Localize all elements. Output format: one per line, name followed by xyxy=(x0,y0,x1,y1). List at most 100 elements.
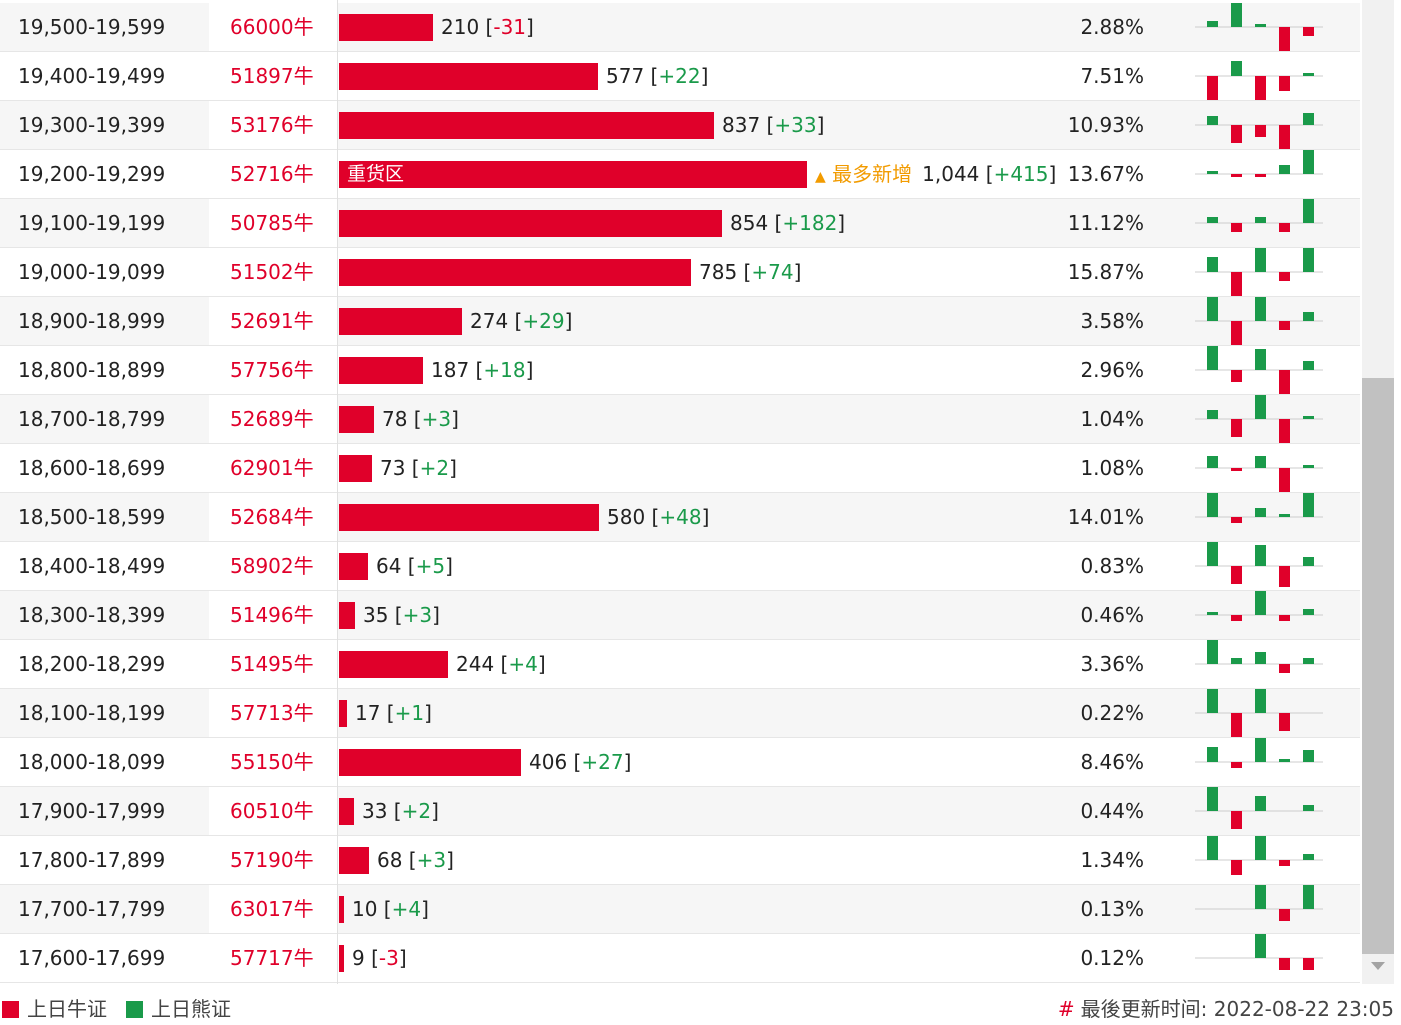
sparkline-bar xyxy=(1255,652,1266,664)
trend-sparkline xyxy=(1195,346,1323,394)
table-row[interactable]: 18,900-18,999 52691牛 274 [+29] 3.58% xyxy=(0,297,1360,346)
warrant-code-link[interactable]: 57717牛 xyxy=(230,946,314,970)
sparkline-bar xyxy=(1279,272,1290,281)
vertical-scrollbar[interactable] xyxy=(1362,0,1394,984)
table-row[interactable]: 17,700-17,799 63017牛 10 [+4] 0.13% xyxy=(0,885,1360,934)
sparkline-bar xyxy=(1255,836,1266,860)
table-row[interactable]: 19,400-19,499 51897牛 577 [+22] 7.51% xyxy=(0,52,1360,101)
volume-bar xyxy=(339,749,521,776)
volume-bar xyxy=(339,896,344,923)
volume-bar xyxy=(339,210,722,237)
warrant-code-link[interactable]: 52689牛 xyxy=(230,407,314,431)
sparkline-bar xyxy=(1279,909,1290,921)
table-row[interactable]: 17,800-17,899 57190牛 68 [+3] 1.34% xyxy=(0,836,1360,885)
heavy-zone-label: 重货区 xyxy=(347,163,405,185)
table-row[interactable]: 18,600-18,699 62901牛 73 [+2] 1.08% xyxy=(0,444,1360,493)
volume-value: 73 [+2] xyxy=(380,456,457,480)
table-row[interactable]: 18,100-18,199 57713牛 17 [+1] 0.22% xyxy=(0,689,1360,738)
table-row[interactable]: 19,200-19,299 52716牛 重货区 ▲ 最多新增 1,044 [+415]… xyxy=(0,150,1360,199)
sparkline-bar xyxy=(1231,272,1242,296)
volume-value: 406 [+27] xyxy=(529,750,632,774)
sparkline-bar xyxy=(1207,787,1218,811)
table-row[interactable]: 18,200-18,299 51495牛 244 [+4] 3.36% xyxy=(0,640,1360,689)
volume-value: 78 [+3] xyxy=(382,407,459,431)
warrant-code-link[interactable]: 57713牛 xyxy=(230,701,314,725)
warrant-code-link[interactable]: 52684牛 xyxy=(230,505,314,529)
sparkline-bar xyxy=(1303,416,1314,419)
volume-bar xyxy=(339,259,691,286)
warrant-code-link[interactable]: 52691牛 xyxy=(230,309,314,333)
volume-value: 274 [+29] xyxy=(470,309,573,333)
sparkline-bar xyxy=(1231,566,1242,584)
price-range: 18,000-18,099 xyxy=(18,750,166,774)
volume-count: 274 xyxy=(470,309,509,333)
bear-swatch-icon xyxy=(126,1001,143,1018)
code-cell xyxy=(209,885,337,933)
volume-value: 17 [+1] xyxy=(355,701,432,725)
table-row[interactable]: 18,700-18,799 52689牛 78 [+3] 1.04% xyxy=(0,395,1360,444)
table-row[interactable]: 18,000-18,099 55150牛 406 [+27] 8.46% xyxy=(0,738,1360,787)
volume-count: 785 xyxy=(699,260,738,284)
warrant-code-link[interactable]: 60510牛 xyxy=(230,799,314,823)
price-range: 18,300-18,399 xyxy=(18,603,166,627)
volume-change: +22 xyxy=(658,64,701,88)
code-cell xyxy=(209,150,337,198)
volume-bar xyxy=(339,406,374,433)
volume-change: +4 xyxy=(508,652,538,676)
volume-change: +5 xyxy=(415,554,446,578)
percentage: 3.36% xyxy=(1080,652,1144,676)
volume-bar xyxy=(339,651,448,678)
volume-bar xyxy=(339,504,599,531)
code-cell xyxy=(209,836,337,884)
warrant-code-link[interactable]: 51502牛 xyxy=(230,260,314,284)
price-range: 17,800-17,899 xyxy=(18,848,166,872)
sparkline-bar xyxy=(1207,346,1218,370)
warrant-code-link[interactable]: 66000牛 xyxy=(230,15,314,39)
scroll-down-arrow-icon[interactable] xyxy=(1371,962,1385,970)
scrollbar-thumb[interactable] xyxy=(1362,378,1394,954)
table-row[interactable]: 17,900-17,999 60510牛 33 [+2] 0.44% xyxy=(0,787,1360,836)
sparkline-bar xyxy=(1303,958,1314,970)
code-cell xyxy=(209,689,337,737)
volume-count: 837 xyxy=(722,113,761,137)
sparkline-bar xyxy=(1231,517,1242,523)
code-cell xyxy=(209,395,337,443)
table-row[interactable]: 19,000-19,099 51502牛 785 [+74] 15.87% xyxy=(0,248,1360,297)
sparkline-bar xyxy=(1255,349,1266,370)
volume-change: +3 xyxy=(416,848,447,872)
percentage: 7.51% xyxy=(1080,64,1144,88)
percentage: 11.12% xyxy=(1067,211,1144,235)
warrant-code-link[interactable]: 52716牛 xyxy=(230,162,314,186)
sparkline-bar xyxy=(1231,658,1242,664)
warrant-code-link[interactable]: 58902牛 xyxy=(230,554,314,578)
legend-bull-label: 上日牛证 xyxy=(27,997,107,1021)
volume-value: 580 [+48] xyxy=(607,505,710,529)
warrant-code-link[interactable]: 62901牛 xyxy=(230,456,314,480)
table-row[interactable]: 19,100-19,199 50785牛 854 [+182] 11.12% xyxy=(0,199,1360,248)
sparkline-bar xyxy=(1279,566,1290,587)
table-row[interactable]: 19,300-19,399 53176牛 837 [+33] 10.93% xyxy=(0,101,1360,150)
table-row[interactable]: 18,400-18,499 58902牛 64 [+5] 0.83% xyxy=(0,542,1360,591)
table-row[interactable]: 18,800-18,899 57756牛 187 [+18] 2.96% xyxy=(0,346,1360,395)
warrant-code-link[interactable]: 63017牛 xyxy=(230,897,314,921)
sparkline-bar xyxy=(1303,248,1314,272)
warrant-code-link[interactable]: 51897牛 xyxy=(230,64,314,88)
sparkline-bar xyxy=(1231,61,1242,76)
sparkline-bar xyxy=(1303,199,1314,223)
sparkline-bar xyxy=(1231,3,1242,27)
price-range: 18,100-18,199 xyxy=(18,701,166,725)
warrant-code-link[interactable]: 53176牛 xyxy=(230,113,314,137)
warrant-code-link[interactable]: 55150牛 xyxy=(230,750,314,774)
table-row[interactable]: 18,300-18,399 51496牛 35 [+3] 0.46% xyxy=(0,591,1360,640)
table-row[interactable]: 18,500-18,599 52684牛 580 [+48] 14.01% xyxy=(0,493,1360,542)
warrant-code-link[interactable]: 50785牛 xyxy=(230,211,314,235)
table-row[interactable]: 17,600-17,699 57717牛 9 [-3] 0.12% xyxy=(0,934,1360,983)
trend-sparkline xyxy=(1195,836,1323,875)
warrant-code-link[interactable]: 51495牛 xyxy=(230,652,314,676)
trend-sparkline xyxy=(1195,542,1323,587)
warrant-code-link[interactable]: 57190牛 xyxy=(230,848,314,872)
percentage: 1.34% xyxy=(1080,848,1144,872)
warrant-code-link[interactable]: 51496牛 xyxy=(230,603,314,627)
table-row[interactable]: 19,500-19,599 66000牛 210 [-31] 2.88% xyxy=(0,3,1360,52)
warrant-code-link[interactable]: 57756牛 xyxy=(230,358,314,382)
